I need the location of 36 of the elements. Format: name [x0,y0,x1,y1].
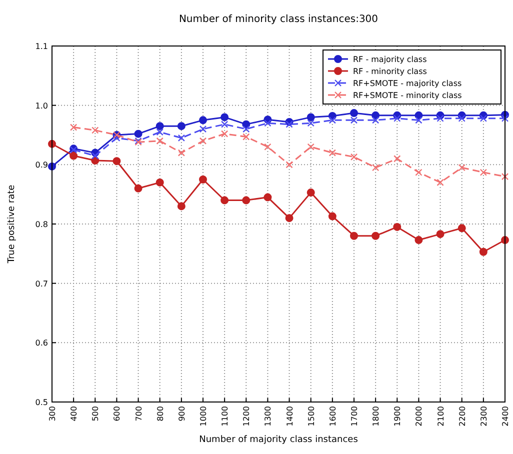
legend-label: RF+SMOTE - minority class [353,91,462,100]
legend-label: RF+SMOTE - majority class [353,79,462,88]
legend-label: RF - majority class [353,55,427,64]
y-tick-label: 0.5 [35,398,48,407]
x-tick-label: 500 [91,406,100,422]
x-tick-label: 1100 [220,406,230,426]
x-tick-label: 1700 [350,406,359,426]
x-tick-label: 900 [177,406,186,422]
x-tick-label: 2400 [501,406,510,426]
x-axis-title: Number of majority class instances [199,435,358,445]
x-tick-label: 1300 [264,406,273,426]
x-tick-label: 600 [112,406,122,422]
chart-title: Number of minority class instances:300 [178,14,378,25]
y-tick-label: 1.0 [35,101,48,110]
x-tick-label: 2200 [458,406,467,426]
x-tick-label: 1400 [285,406,294,426]
x-tick-label: 2100 [436,406,446,426]
y-tick-label: 0.6 [35,338,48,348]
x-tick-label: 1200 [242,406,252,426]
legend-label: RF - minority class [353,67,427,76]
x-tick-label: 2000 [414,406,424,426]
y-tick-label: 0.8 [35,220,48,229]
x-tick-label: 400 [70,406,79,422]
y-tick-label: 0.9 [35,160,48,170]
x-tick-label: 1000 [199,406,208,426]
y-tick-label: 0.7 [35,279,48,288]
x-tick-label: 800 [156,406,165,422]
x-tick-label: 1900 [393,406,402,426]
x-tick-label: 700 [134,406,144,422]
x-tick-label: 2300 [479,406,488,426]
y-axis-title: True positive rate [7,184,17,264]
x-tick-label: 1500 [306,406,316,426]
y-tick-label: 1.1 [35,42,48,51]
x-tick-label: 1800 [372,406,381,426]
x-tick-label: 1600 [328,406,338,426]
x-tick-label: 300 [48,406,57,422]
